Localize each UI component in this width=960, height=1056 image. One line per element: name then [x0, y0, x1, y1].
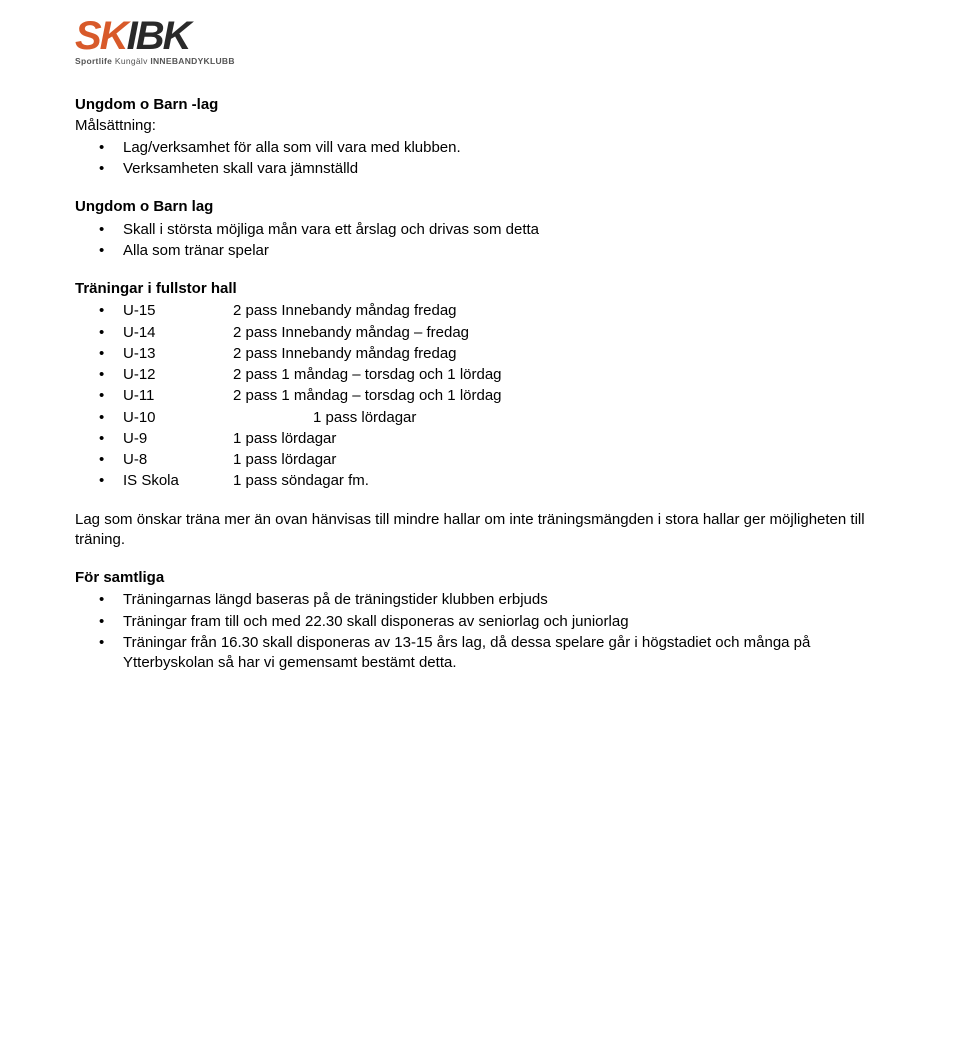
team-desc: 1 pass lördagar	[233, 450, 336, 470]
section4-title: För samtliga	[75, 568, 900, 588]
team-label: U-14	[123, 323, 233, 343]
team-desc: 2 pass 1 måndag – torsdag och 1 lördag	[233, 386, 502, 406]
team-label: U-11	[123, 386, 233, 406]
list-item: Träningar från 16.30 skall disponeras av…	[123, 633, 900, 674]
team-desc: 2 pass Innebandy måndag fredag	[233, 301, 457, 321]
team-label: U-10	[123, 408, 313, 428]
team-desc: 2 pass Innebandy måndag – fredag	[233, 323, 469, 343]
team-desc: 1 pass lördagar	[233, 429, 336, 449]
logo-sub-mid: Kungälv	[112, 56, 150, 66]
section2-bullets: Skall i största möjliga mån vara ett års…	[75, 220, 900, 262]
logo-main: SK IBK	[75, 18, 900, 54]
team-label: U-9	[123, 429, 233, 449]
team-label: IS Skola	[123, 471, 233, 491]
team-label: U-8	[123, 450, 233, 470]
list-item: Lag/verksamhet för alla som vill vara me…	[123, 138, 900, 158]
logo-sk: SK	[75, 18, 127, 54]
team-label: U-13	[123, 344, 233, 364]
list-item: Alla som tränar spelar	[123, 241, 900, 261]
schedule-row: U-101 pass lördagar	[123, 408, 900, 428]
section2-title: Ungdom o Barn lag	[75, 197, 900, 217]
section4-bullets: Träningarnas längd baseras på de träning…	[75, 590, 900, 673]
list-item: Skall i största möjliga mån vara ett års…	[123, 220, 900, 240]
logo-sub-prefix: Sportlife	[75, 56, 112, 66]
team-desc: 2 pass 1 måndag – torsdag och 1 lördag	[233, 365, 502, 385]
team-label: U-12	[123, 365, 233, 385]
team-desc: 1 pass lördagar	[313, 408, 416, 428]
logo-subtitle: Sportlife Kungälv INNEBANDYKLUBB	[75, 56, 900, 67]
list-item: Träningar fram till och med 22.30 skall …	[123, 612, 900, 632]
list-item: Verksamheten skall vara jämnställd	[123, 159, 900, 179]
team-desc: 1 pass söndagar fm.	[233, 471, 369, 491]
schedule-row: U-112 pass 1 måndag – torsdag och 1 lörd…	[123, 386, 900, 406]
schedule-row: U-91 pass lördagar	[123, 429, 900, 449]
logo: SK IBK Sportlife Kungälv INNEBANDYKLUBB	[75, 18, 900, 67]
logo-sub-bold: INNEBANDYKLUBB	[150, 56, 234, 66]
schedule-row: U-81 pass lördagar	[123, 450, 900, 470]
section3-title: Träningar i fullstor hall	[75, 279, 900, 299]
training-schedule: U-152 pass Innebandy måndag fredag U-142…	[75, 301, 900, 491]
team-desc: 2 pass Innebandy måndag fredag	[233, 344, 457, 364]
section1-bullets: Lag/verksamhet för alla som vill vara me…	[75, 138, 900, 180]
section1-subtitle: Målsättning:	[75, 116, 900, 136]
section1-title: Ungdom o Barn -lag	[75, 95, 900, 115]
list-item: Träningarnas längd baseras på de träning…	[123, 590, 900, 610]
logo-ibk: IBK	[127, 18, 190, 54]
schedule-row: IS Skola1 pass söndagar fm.	[123, 471, 900, 491]
section4: För samtliga Träningarnas längd baseras …	[75, 568, 900, 673]
team-label: U-15	[123, 301, 233, 321]
schedule-row: U-132 pass Innebandy måndag fredag	[123, 344, 900, 364]
schedule-row: U-152 pass Innebandy måndag fredag	[123, 301, 900, 321]
paragraph-note: Lag som önskar träna mer än ovan hänvisa…	[75, 510, 900, 551]
schedule-row: U-122 pass 1 måndag – torsdag och 1 lörd…	[123, 365, 900, 385]
schedule-row: U-142 pass Innebandy måndag – fredag	[123, 323, 900, 343]
